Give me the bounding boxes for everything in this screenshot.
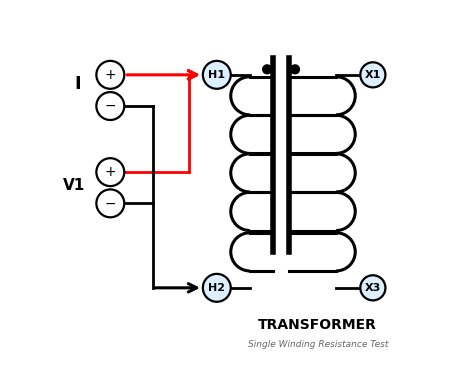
Circle shape — [263, 65, 272, 74]
Text: H2: H2 — [208, 283, 225, 293]
Circle shape — [203, 274, 231, 302]
Text: I: I — [74, 75, 81, 93]
Circle shape — [360, 275, 385, 300]
Text: Single Winding Resistance Test: Single Winding Resistance Test — [247, 340, 388, 349]
Circle shape — [291, 65, 300, 74]
Text: TRANSFORMER: TRANSFORMER — [258, 317, 377, 332]
Text: +: + — [104, 165, 116, 179]
Circle shape — [96, 61, 124, 89]
Circle shape — [203, 61, 231, 89]
Circle shape — [96, 158, 124, 186]
Text: −: − — [104, 196, 116, 211]
Text: X3: X3 — [365, 283, 381, 293]
Text: V1: V1 — [63, 178, 85, 192]
Text: X1: X1 — [365, 70, 381, 80]
Circle shape — [96, 92, 124, 120]
Text: +: + — [104, 68, 116, 82]
Text: −: − — [104, 99, 116, 113]
Circle shape — [96, 189, 124, 217]
Circle shape — [360, 62, 385, 87]
Text: H1: H1 — [208, 70, 225, 80]
